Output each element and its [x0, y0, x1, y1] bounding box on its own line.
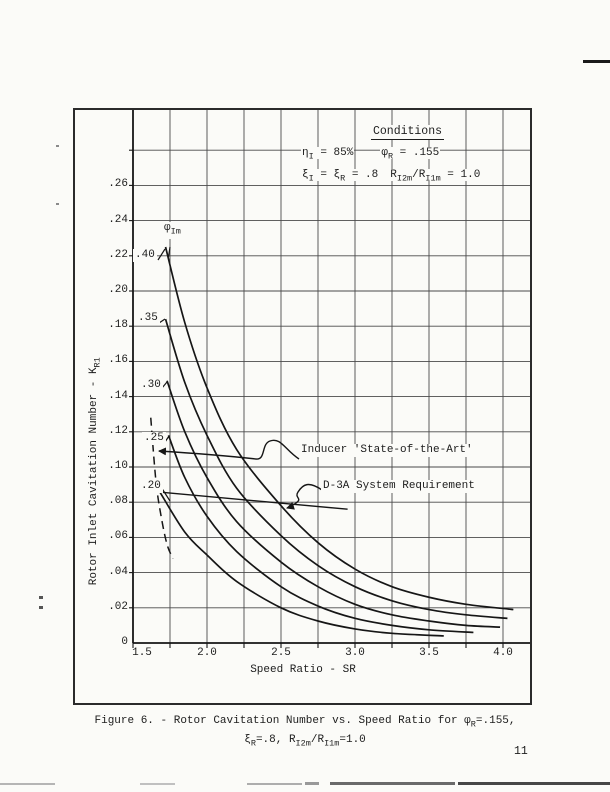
curve-phi-30 [166, 380, 501, 629]
curve-inducer-state-of-the-art [150, 417, 174, 559]
x-tick-label: 2.5 [271, 647, 291, 659]
caption-line-2: ξR=.8, RI2m/RI1m=1.0 [244, 733, 366, 749]
y-tick-label: .12 [108, 424, 128, 437]
y-tick-label: .24 [108, 213, 128, 226]
curve-label-20: .20 [139, 480, 163, 493]
curve-phi-25 [167, 435, 474, 634]
y-tick-label: .22 [108, 248, 128, 261]
y-tick-label: .18 [108, 319, 128, 332]
x-tick-label: 3.5 [419, 647, 439, 659]
conditions-row-1: ηI = 85% φR = .155 [301, 147, 481, 162]
caption-line-1: Figure 6. - Rotor Cavitation Number vs. … [94, 715, 516, 730]
figure-frame: Conditions ηI = 85% φR = .155 ξI = ξR = .… [73, 108, 532, 705]
label-leader-tick [167, 246, 171, 258]
scan-artifact [247, 783, 302, 785]
y-tick-label: .16 [108, 354, 128, 367]
curve-label-30: .30 [139, 379, 163, 392]
page-number: 11 [514, 745, 528, 758]
scan-artifact [56, 203, 59, 205]
y-tick-label: .26 [108, 178, 128, 191]
scan-artifact [458, 782, 610, 785]
conditions-row-2: ξI = ξR = .8 RI2m/RI1m = 1.0 [301, 168, 482, 183]
x-tick-label: 4.0 [493, 647, 513, 659]
family-parameter-label: φIm [162, 222, 183, 239]
annotation-d3a: D-3A System Requirement [321, 480, 477, 493]
scan-artifact [583, 60, 610, 63]
condition-xi: ξI = ξR = .8 [301, 168, 380, 183]
label-leader-tick [161, 381, 168, 389]
y-tick-label: .08 [108, 495, 128, 508]
conditions-title: Conditions [371, 125, 445, 140]
conditions-block: Conditions ηI = 85% φR = .155 ξI = ξR = .… [301, 121, 482, 183]
curve-label-25: .25 [142, 432, 166, 445]
curve-label-40: .40 [133, 249, 157, 262]
curve-label-35: .35 [136, 312, 160, 325]
x-tick-label: 2.0 [197, 647, 217, 659]
scan-artifact [56, 145, 59, 147]
scan-artifact [330, 782, 455, 785]
x-axis-label: Speed Ratio - SR [250, 664, 356, 676]
condition-eta: ηI = 85% [301, 147, 355, 162]
scan-artifact [39, 596, 43, 599]
condition-radius-ratio: RI2m/RI1m = 1.0 [389, 168, 482, 183]
label-leader-tick [157, 248, 166, 261]
y-tick-label: .02 [108, 600, 128, 613]
y-tick-label: .20 [108, 284, 128, 296]
y-tick-label: .04 [108, 565, 128, 578]
inducer-arrow [158, 439, 300, 460]
label-leader-tick [158, 318, 166, 324]
d3a-arrow [286, 483, 323, 510]
scan-artifact [305, 782, 319, 785]
figure-caption: Figure 6. - Rotor Cavitation Number vs. … [70, 714, 540, 751]
curve-phi-40 [164, 246, 514, 611]
curve-phi-20 [158, 491, 444, 637]
scan-artifact [39, 606, 43, 609]
y-tick-label: .10 [108, 460, 128, 472]
annotation-inducer: Inducer 'State-of-the-Art' [299, 444, 475, 457]
scan-artifact [140, 783, 175, 785]
y-tick-label: .14 [108, 389, 128, 402]
scan-artifact [0, 783, 55, 785]
curve-phi-35 [164, 318, 508, 620]
x-tick-label: 3.0 [345, 647, 365, 659]
curve-d3a-requirement [155, 490, 348, 510]
x-tick-label: 1.5 [132, 647, 152, 659]
y-tick-label: 0 [121, 636, 128, 648]
cavitation-chart [129, 110, 530, 648]
condition-phi: φR = .155 [380, 147, 441, 162]
y-tick-label: .06 [108, 530, 128, 543]
